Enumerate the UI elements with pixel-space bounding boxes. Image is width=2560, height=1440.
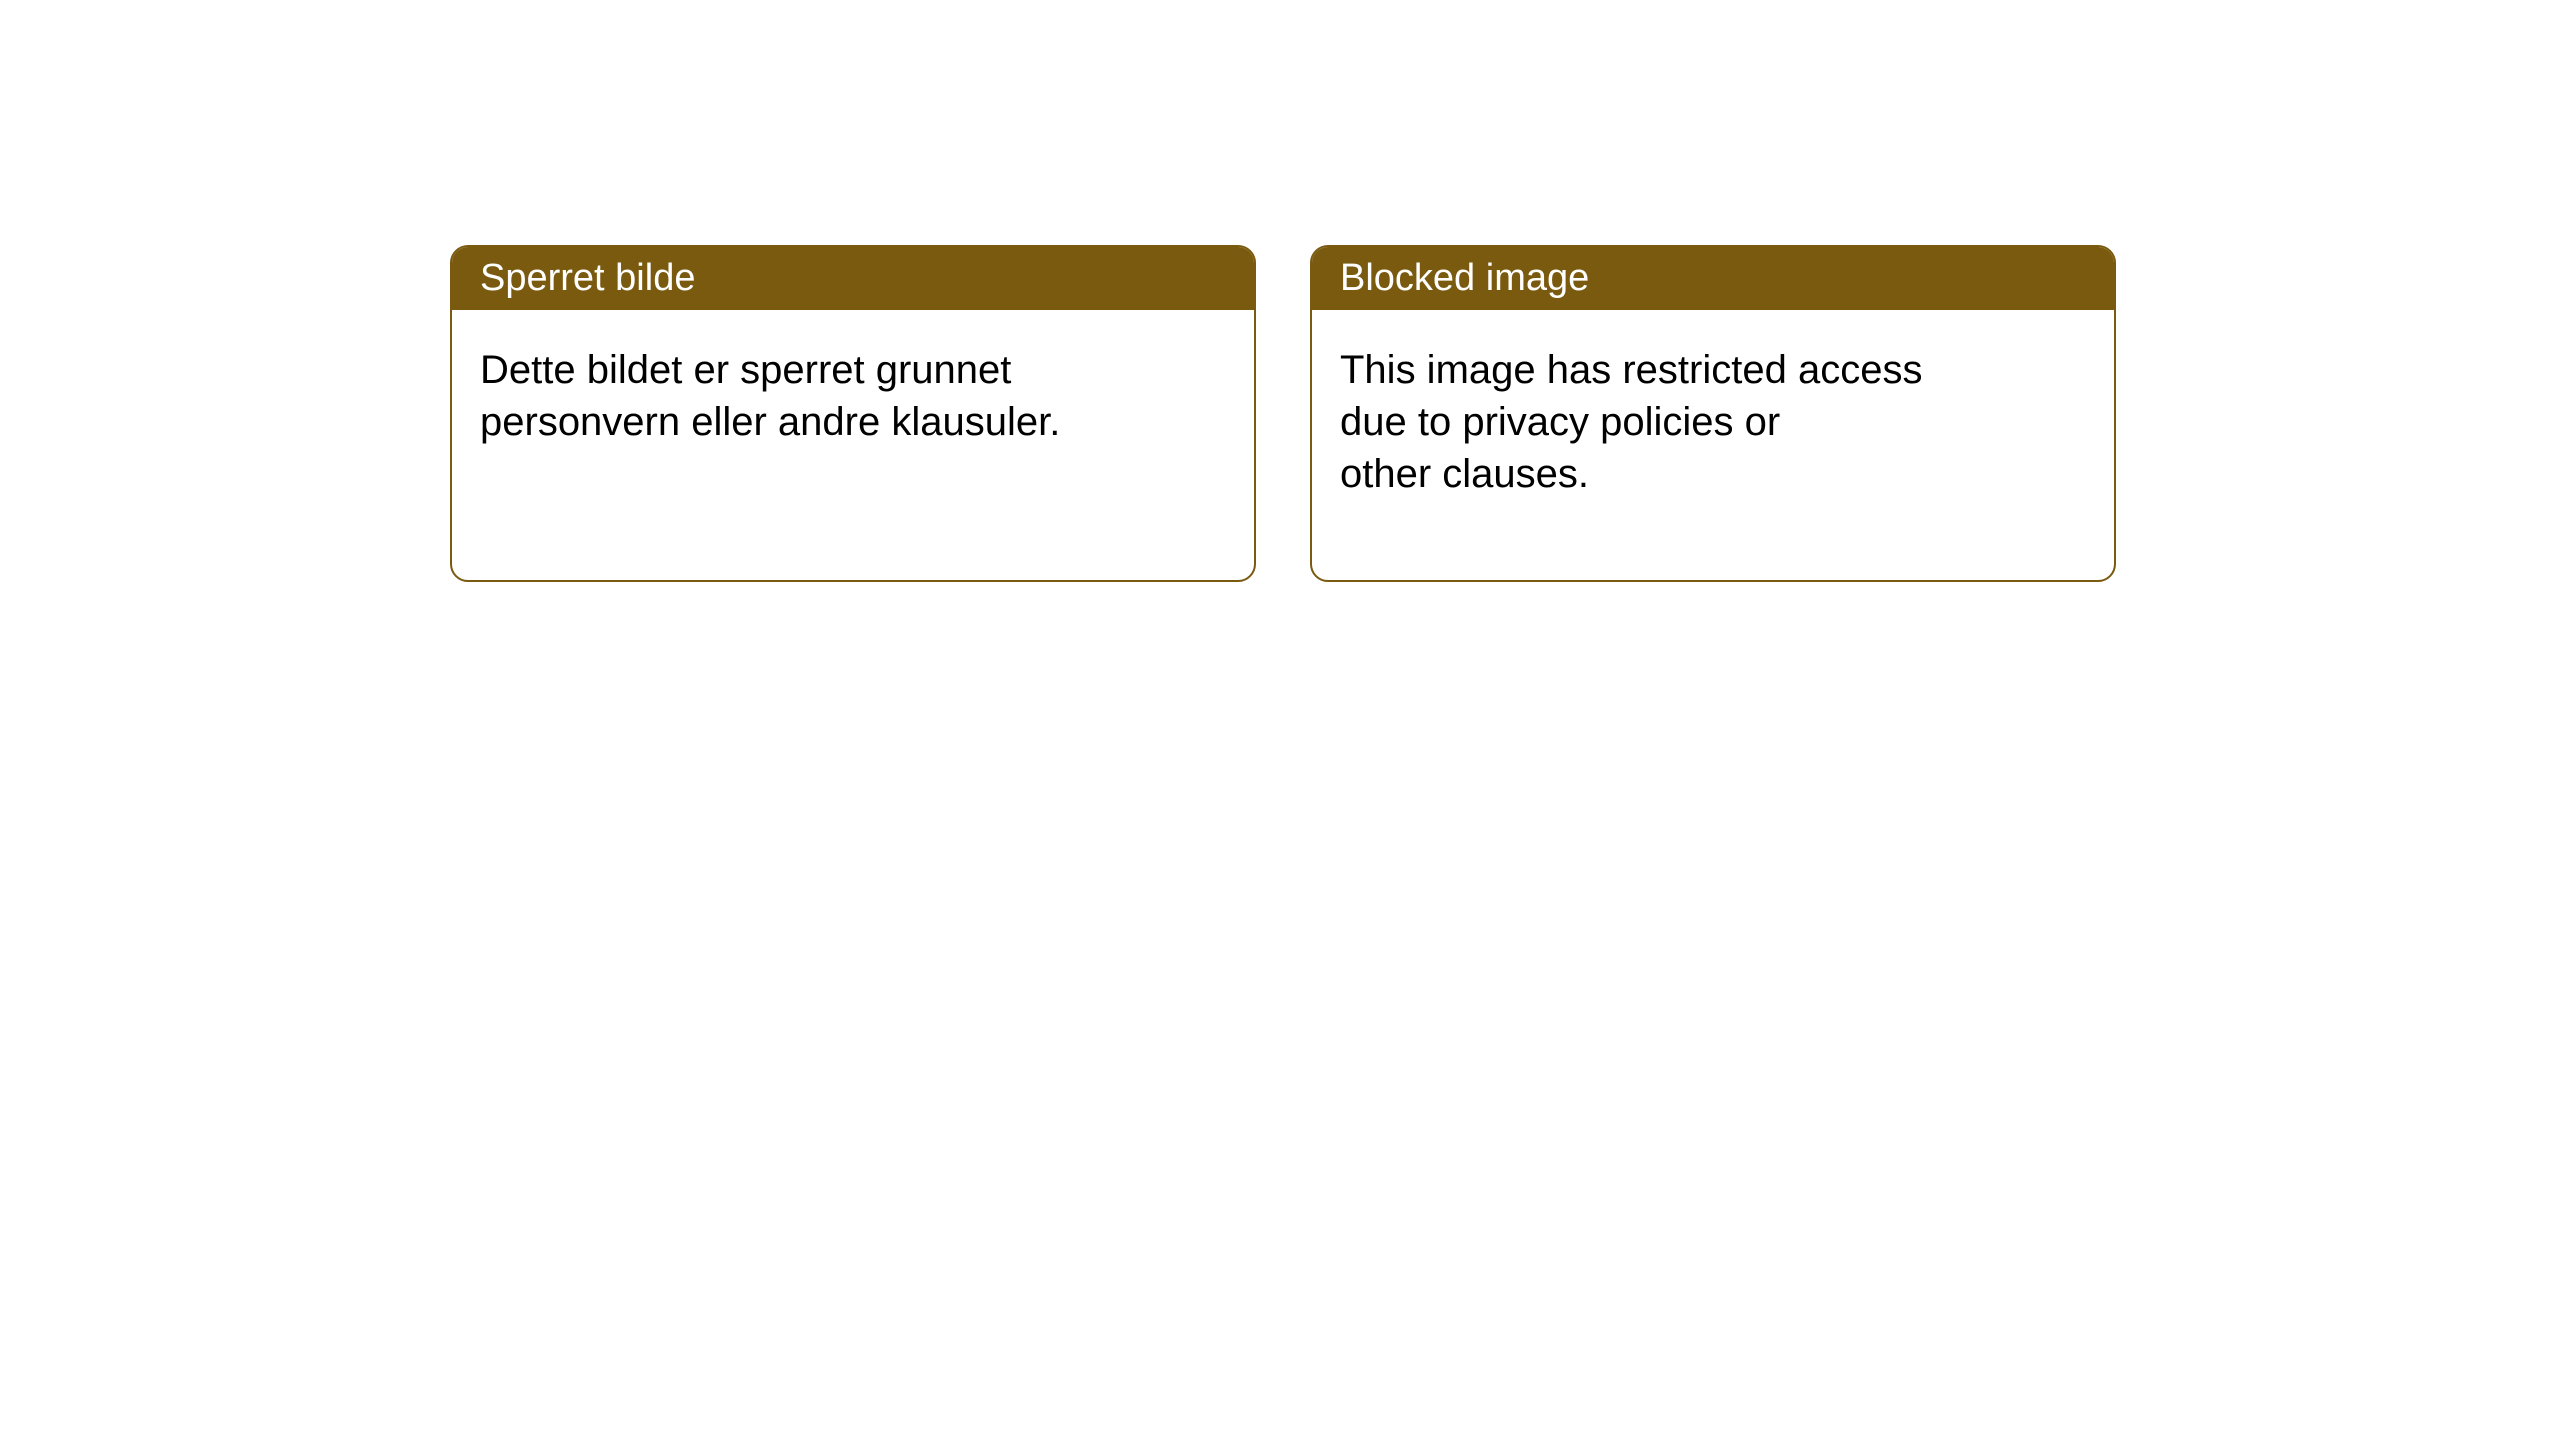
notice-title-norwegian: Sperret bilde bbox=[452, 247, 1254, 310]
notice-body-english: This image has restricted access due to … bbox=[1312, 310, 2114, 534]
notice-card-english: Blocked image This image has restricted … bbox=[1310, 245, 2116, 582]
notice-body-norwegian: Dette bildet er sperret grunnet personve… bbox=[452, 310, 1254, 482]
notice-title-english: Blocked image bbox=[1312, 247, 2114, 310]
notice-card-norwegian: Sperret bilde Dette bildet er sperret gr… bbox=[450, 245, 1256, 582]
notice-cards-container: Sperret bilde Dette bildet er sperret gr… bbox=[450, 245, 2116, 582]
